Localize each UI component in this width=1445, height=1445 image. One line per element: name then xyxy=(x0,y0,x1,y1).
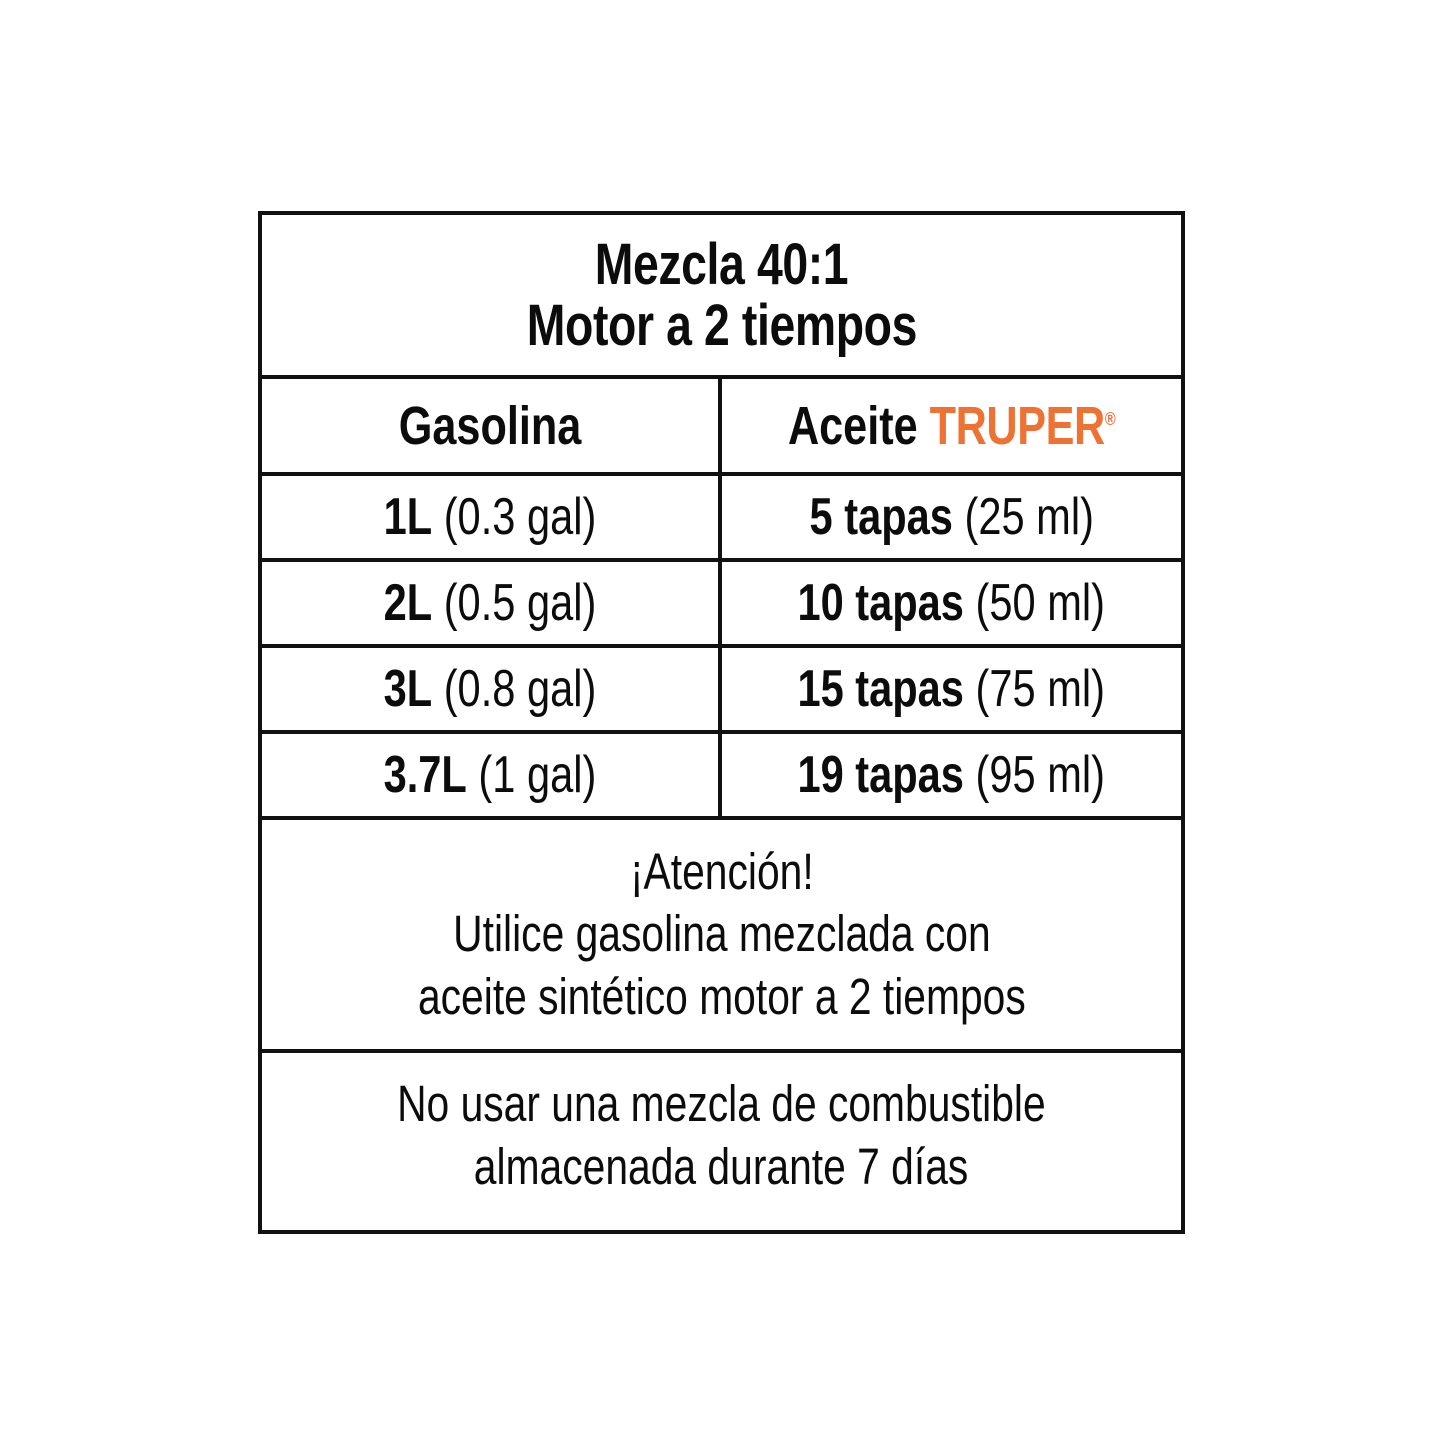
gasoline-paren-2: (0.5 gal) xyxy=(443,574,597,632)
registered-trademark-icon: ® xyxy=(1104,407,1116,429)
gasoline-qty-2: 2L xyxy=(383,574,433,632)
cell-oil-4: 19 tapas (95 ml) xyxy=(722,734,1181,816)
oil-qty-2: 10 tapas xyxy=(797,574,965,632)
oil-value-3: 15 tapas (75 ml) xyxy=(798,659,1106,719)
header-label-oil: Aceite TRUPER® xyxy=(788,395,1116,457)
oil-paren-1: (25 ml) xyxy=(964,488,1094,546)
table-row: 2L (0.5 gal) 10 tapas (50 ml) xyxy=(262,562,1181,648)
gasoline-value-3: 3L (0.8 gal) xyxy=(384,659,597,719)
attention-line-2: Utilice gasolina mezclada con xyxy=(452,905,991,963)
oil-qty-1: 5 tapas xyxy=(809,488,953,546)
gasoline-qty-1: 1L xyxy=(383,488,433,546)
header-cell-gasoline: Gasolina xyxy=(262,379,722,472)
table-title-cell: Mezcla 40:1 Motor a 2 tiempos xyxy=(262,215,1181,375)
title-line-engine-type: Motor a 2 tiempos xyxy=(526,293,917,358)
storage-notice-row: No usar una mezcla de combustible almace… xyxy=(262,1053,1181,1218)
fuel-mix-table: Mezcla 40:1 Motor a 2 tiempos Gasolina A… xyxy=(258,211,1185,1234)
cell-gasoline-4: 3.7L (1 gal) xyxy=(262,734,722,816)
gasoline-qty-4: 3.7L xyxy=(383,746,467,804)
attention-heading: ¡Atención! xyxy=(629,843,814,901)
header-label-gasoline: Gasolina xyxy=(398,395,582,456)
gasoline-paren-4: (1 gal) xyxy=(478,746,597,804)
storage-notice-block: No usar una mezcla de combustible almace… xyxy=(270,1073,1173,1197)
storage-line-1: No usar una mezcla de combustible xyxy=(397,1075,1046,1133)
table-title-block: Mezcla 40:1 Motor a 2 tiempos xyxy=(270,231,1173,358)
truper-logo-wordmark: TRUPER® xyxy=(929,396,1115,456)
attention-line-3: aceite sintético motor a 2 tiempos xyxy=(417,967,1026,1025)
oil-value-2: 10 tapas (50 ml) xyxy=(798,573,1106,633)
truper-brand-text: TRUPER xyxy=(929,395,1105,456)
storage-notice-cell: No usar una mezcla de combustible almace… xyxy=(262,1053,1181,1218)
cell-gasoline-1: 1L (0.3 gal) xyxy=(262,476,722,558)
oil-paren-3: (75 ml) xyxy=(975,660,1106,718)
table-row: 3L (0.8 gal) 15 tapas (75 ml) xyxy=(262,648,1181,734)
header-label-oil-prefix: Aceite xyxy=(787,395,930,456)
oil-qty-3: 15 tapas xyxy=(797,660,965,718)
oil-paren-2: (50 ml) xyxy=(975,574,1106,632)
header-cell-oil: Aceite TRUPER® xyxy=(722,379,1181,472)
column-header-row: Gasolina Aceite TRUPER® xyxy=(262,379,1181,476)
cell-oil-2: 10 tapas (50 ml) xyxy=(722,562,1181,644)
gasoline-qty-3: 3L xyxy=(383,660,433,718)
gasoline-value-4: 3.7L (1 gal) xyxy=(384,745,597,805)
cell-oil-3: 15 tapas (75 ml) xyxy=(722,648,1181,730)
title-line-mix-ratio: Mezcla 40:1 xyxy=(594,231,849,297)
oil-paren-4: (95 ml) xyxy=(975,746,1106,804)
gasoline-paren-1: (0.3 gal) xyxy=(443,488,597,546)
table-row: 3.7L (1 gal) 19 tapas (95 ml) xyxy=(262,734,1181,820)
oil-value-4: 19 tapas (95 ml) xyxy=(798,745,1106,805)
attention-notice-cell: ¡Atención! Utilice gasolina mezclada con… xyxy=(262,820,1181,1049)
table-row: 1L (0.3 gal) 5 tapas (25 ml) xyxy=(262,476,1181,562)
cell-oil-1: 5 tapas (25 ml) xyxy=(722,476,1181,558)
cell-gasoline-3: 3L (0.8 gal) xyxy=(262,648,722,730)
gasoline-paren-3: (0.8 gal) xyxy=(443,660,597,718)
gasoline-value-1: 1L (0.3 gal) xyxy=(384,487,597,547)
attention-notice-row: ¡Atención! Utilice gasolina mezclada con… xyxy=(262,820,1181,1053)
cell-gasoline-2: 2L (0.5 gal) xyxy=(262,562,722,644)
attention-notice-block: ¡Atención! Utilice gasolina mezclada con… xyxy=(270,841,1173,1028)
oil-value-1: 5 tapas (25 ml) xyxy=(809,487,1093,547)
oil-qty-4: 19 tapas xyxy=(797,746,965,804)
table-title-row: Mezcla 40:1 Motor a 2 tiempos xyxy=(262,215,1181,379)
gasoline-value-2: 2L (0.5 gal) xyxy=(384,573,597,633)
storage-line-2: almacenada durante 7 días xyxy=(474,1137,969,1195)
